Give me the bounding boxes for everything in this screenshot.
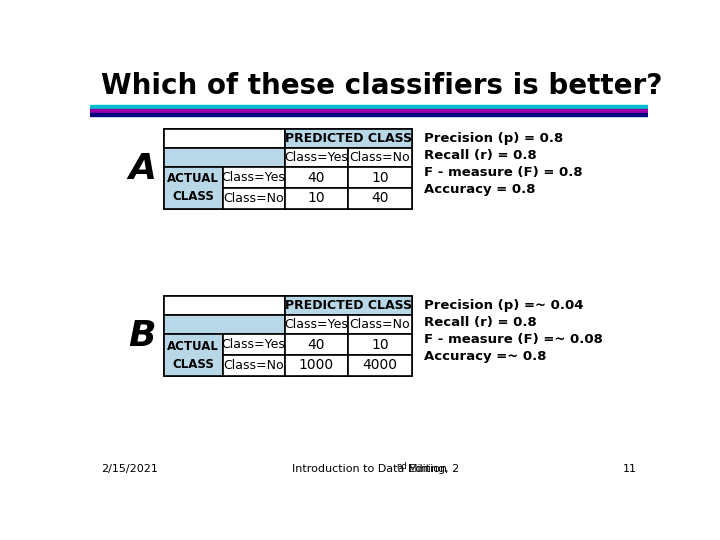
Text: PREDICTED CLASS: PREDICTED CLASS	[284, 299, 412, 312]
Text: Precision (p) =~ 0.04: Precision (p) =~ 0.04	[424, 299, 583, 312]
Text: Class=Yes: Class=Yes	[284, 151, 348, 164]
Bar	[348, 315, 412, 334]
Bar	[163, 167, 222, 209]
Bar	[222, 167, 284, 188]
Bar	[284, 355, 348, 376]
Text: Class=No: Class=No	[349, 318, 410, 331]
Bar	[90, 113, 648, 116]
Bar	[348, 188, 412, 209]
Bar	[163, 296, 412, 376]
Bar	[90, 105, 648, 109]
Bar	[284, 334, 348, 355]
Text: Class=No: Class=No	[223, 359, 284, 372]
Text: F - measure (F) =~ 0.08: F - measure (F) =~ 0.08	[424, 333, 603, 346]
Text: 1000: 1000	[299, 359, 334, 373]
Text: 11: 11	[623, 464, 637, 475]
Bar	[163, 148, 284, 167]
Bar	[284, 167, 348, 188]
Text: Recall (r) = 0.8: Recall (r) = 0.8	[424, 316, 537, 329]
Bar	[284, 129, 412, 148]
Text: PREDICTED CLASS: PREDICTED CLASS	[284, 132, 412, 145]
Text: 10: 10	[371, 171, 389, 185]
Bar	[222, 188, 284, 209]
Text: nd: nd	[396, 462, 407, 470]
Text: Which of these classifiers is better?: Which of these classifiers is better?	[101, 72, 662, 100]
Text: Edition: Edition	[405, 464, 448, 475]
Text: Recall (r) = 0.8: Recall (r) = 0.8	[424, 149, 537, 162]
Bar	[284, 148, 348, 167]
Text: 40: 40	[307, 171, 325, 185]
Text: 4000: 4000	[362, 359, 397, 373]
Bar	[163, 315, 284, 334]
Text: 2/15/2021: 2/15/2021	[101, 464, 158, 475]
Text: Class=No: Class=No	[223, 192, 284, 205]
Bar	[163, 129, 412, 209]
Text: 40: 40	[371, 191, 389, 205]
Text: A: A	[128, 152, 156, 186]
Bar	[348, 167, 412, 188]
Text: B: B	[128, 319, 156, 353]
Text: 10: 10	[307, 191, 325, 205]
Bar	[163, 296, 284, 315]
Text: ACTUAL
CLASS: ACTUAL CLASS	[167, 340, 219, 370]
Bar	[222, 355, 284, 376]
Text: Class=Yes: Class=Yes	[284, 318, 348, 331]
Text: 40: 40	[307, 338, 325, 352]
Bar	[163, 334, 222, 376]
Bar	[348, 334, 412, 355]
Bar	[90, 109, 648, 113]
Bar	[348, 355, 412, 376]
Bar	[348, 148, 412, 167]
Bar	[284, 188, 348, 209]
Bar	[284, 296, 412, 315]
Text: F - measure (F) = 0.8: F - measure (F) = 0.8	[424, 166, 582, 179]
Text: Class=Yes: Class=Yes	[222, 338, 285, 351]
Bar	[163, 129, 284, 148]
Text: Accuracy = 0.8: Accuracy = 0.8	[424, 183, 536, 195]
Text: ACTUAL
CLASS: ACTUAL CLASS	[167, 172, 219, 204]
Text: Introduction to Data Mining, 2: Introduction to Data Mining, 2	[292, 464, 459, 475]
Text: Accuracy =~ 0.8: Accuracy =~ 0.8	[424, 350, 546, 363]
Text: Class=No: Class=No	[349, 151, 410, 164]
Text: Precision (p) = 0.8: Precision (p) = 0.8	[424, 132, 563, 145]
Text: 10: 10	[371, 338, 389, 352]
Text: Class=Yes: Class=Yes	[222, 171, 285, 184]
Bar	[284, 315, 348, 334]
Bar	[222, 334, 284, 355]
